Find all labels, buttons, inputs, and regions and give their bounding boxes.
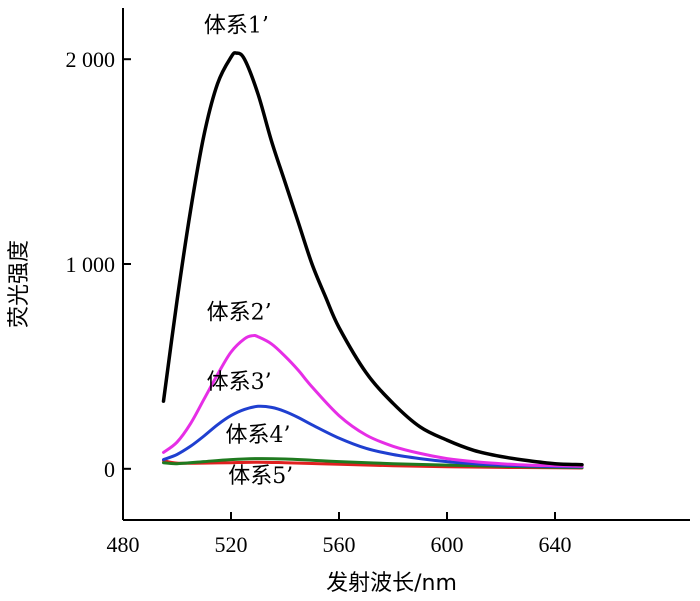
y-axis-title: 荧光强度 <box>7 240 32 328</box>
x-tick-label: 560 <box>323 532 356 557</box>
series-line-1 <box>161 51 584 467</box>
x-tick-label: 640 <box>539 532 572 557</box>
x-tick-label: 480 <box>107 532 140 557</box>
series-labels: 体系1’ 体系2’ 体系3’ 体系4’ 体系5’ <box>204 14 293 490</box>
series-label-1: 体系1’ <box>204 14 269 39</box>
ticks: 480 520 560 600 640 0 1 000 2 000 <box>66 47 572 557</box>
series-line-2 <box>162 333 584 468</box>
series-lines <box>161 51 584 470</box>
series-label-3: 体系3’ <box>207 370 272 395</box>
series-label-5: 体系5’ <box>228 464 293 489</box>
x-tick-label: 520 <box>215 532 248 557</box>
y-tick-label: 1 000 <box>66 252 116 277</box>
axes <box>122 8 690 521</box>
series-label-4: 体系4’ <box>226 423 291 448</box>
series-line-3 <box>162 404 584 469</box>
y-tick-label: 0 <box>104 457 115 482</box>
y-tick-label: 2 000 <box>66 47 116 72</box>
series-label-2: 体系2’ <box>207 300 272 325</box>
x-tick-label: 600 <box>431 532 464 557</box>
x-axis-title: 发射波长/nm <box>326 571 457 596</box>
